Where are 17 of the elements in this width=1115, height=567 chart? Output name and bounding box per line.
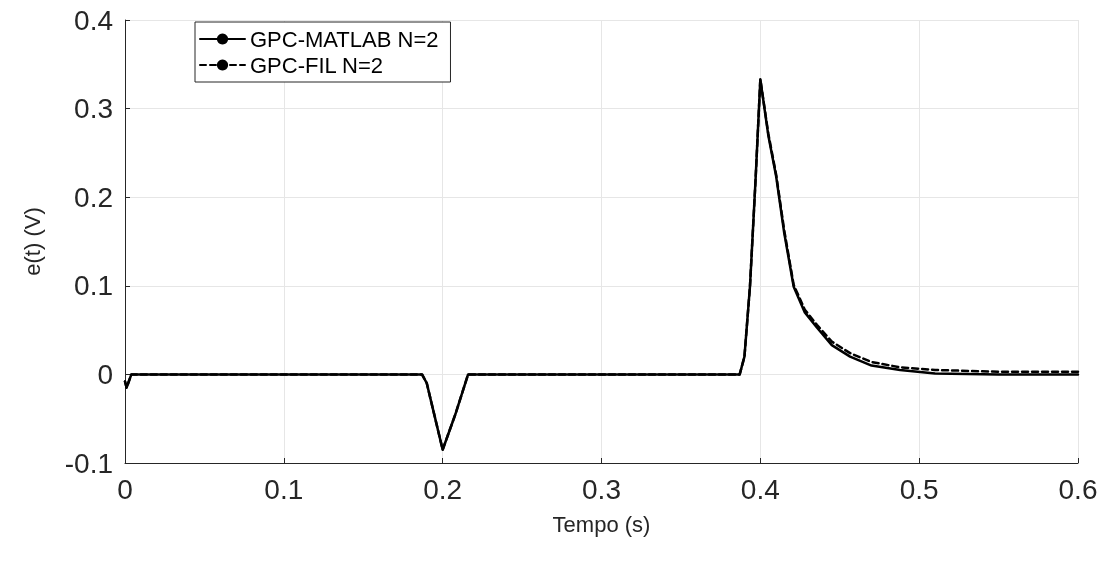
y-tick-label: -0.1 [64, 447, 113, 479]
x-tick-label: 0.6 [1058, 473, 1098, 505]
x-tick-label: 0.2 [423, 473, 463, 505]
x-tick-label: 0.4 [740, 473, 780, 505]
y-tick-label: 0 [97, 358, 113, 390]
y-axis-title: e(t) (V) [19, 207, 45, 276]
x-axis-title: Tempo (s) [552, 511, 651, 537]
y-tick-label: 0.1 [74, 270, 113, 302]
x-tick-label: 0 [117, 473, 133, 505]
y-tick-label: 0.4 [74, 4, 113, 36]
legend-label: GPC-FIL N=2 [250, 52, 384, 78]
y-tick-label: 0.3 [74, 93, 113, 125]
x-tick-label: 0.5 [899, 473, 939, 505]
x-tick-label: 0.1 [264, 473, 304, 505]
legend-label: GPC-MATLAB N=2 [250, 26, 439, 52]
x-tick-label: 0.3 [582, 473, 621, 505]
y-tick-label: 0.2 [74, 181, 113, 213]
